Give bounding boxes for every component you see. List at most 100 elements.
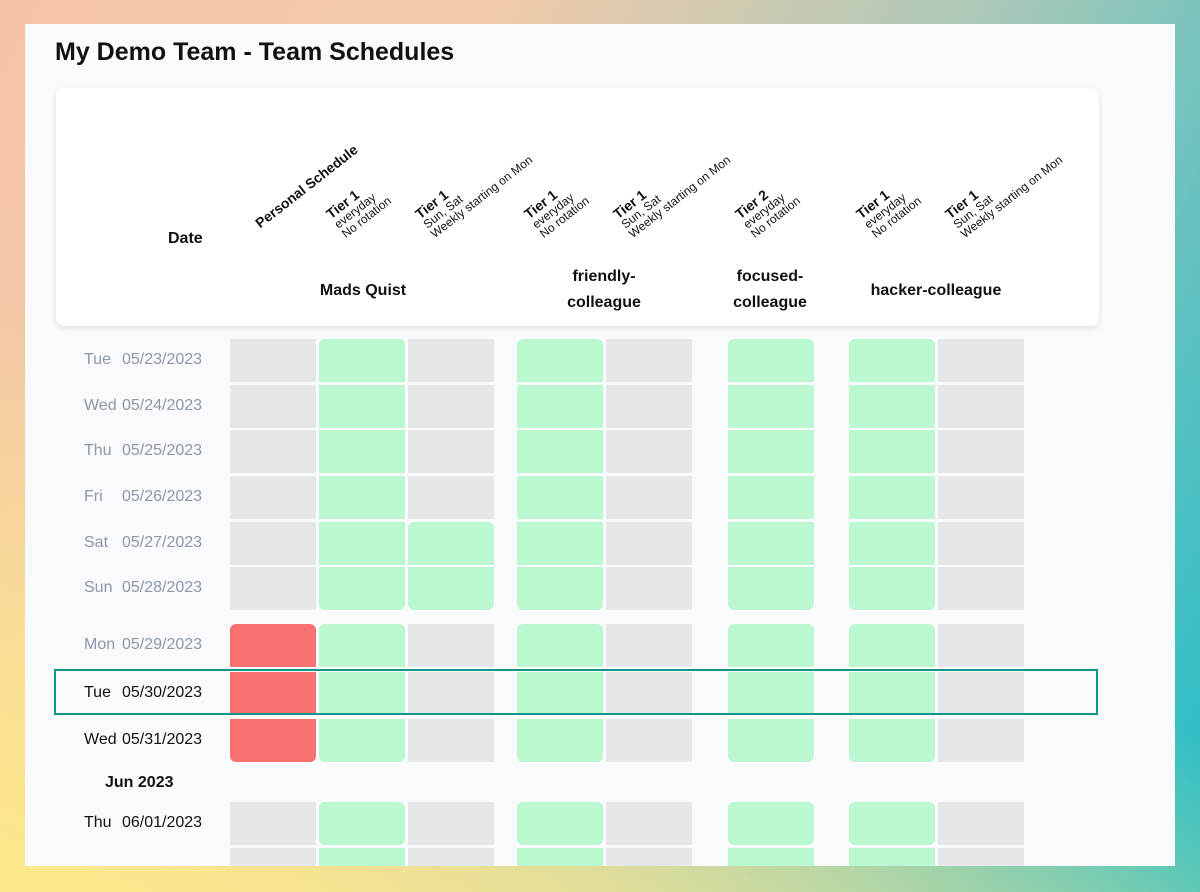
on-call-cell[interactable]	[517, 624, 603, 667]
schedule-cell[interactable]	[230, 567, 316, 610]
person-name: friendly-colleague	[567, 268, 641, 311]
date-value: 05/24/2023	[122, 397, 203, 414]
on-call-cell[interactable]	[517, 802, 603, 845]
on-call-cell[interactable]	[728, 339, 814, 382]
schedule-cell[interactable]	[938, 385, 1024, 428]
on-call-cell[interactable]	[517, 719, 603, 762]
on-call-cell[interactable]	[408, 522, 494, 565]
on-call-cell[interactable]	[319, 719, 405, 762]
schedule-cell[interactable]	[606, 385, 692, 428]
schedule-cell[interactable]	[230, 339, 316, 382]
schedule-cell[interactable]	[319, 848, 405, 866]
schedule-cell[interactable]	[938, 624, 1024, 667]
schedule-cell[interactable]	[606, 624, 692, 667]
schedule-cell[interactable]	[230, 430, 316, 473]
on-call-cell[interactable]	[408, 567, 494, 610]
on-call-cell[interactable]	[319, 339, 405, 382]
on-call-cell[interactable]	[319, 385, 405, 428]
schedule-cell[interactable]	[606, 719, 692, 762]
schedule-cell[interactable]	[606, 567, 692, 610]
schedule-cell[interactable]	[408, 719, 494, 762]
schedule-cell[interactable]	[517, 848, 603, 866]
schedule-cell[interactable]	[938, 567, 1024, 610]
absence-cell[interactable]	[230, 672, 316, 715]
on-call-cell[interactable]	[849, 672, 935, 715]
schedule-column-header: Tier 1 Sun, Sat Weekly starting on Mon	[942, 133, 1065, 241]
schedule-column-header: Tier 1 Sun, Sat Weekly starting on Mon	[610, 133, 733, 241]
schedule-cell[interactable]	[938, 522, 1024, 565]
on-call-cell[interactable]	[728, 385, 814, 428]
on-call-cell[interactable]	[728, 522, 814, 565]
on-call-cell[interactable]	[849, 385, 935, 428]
on-call-cell[interactable]	[517, 385, 603, 428]
schedule-cell[interactable]	[938, 719, 1024, 762]
schedule-cell[interactable]	[230, 848, 316, 866]
on-call-cell[interactable]	[728, 802, 814, 845]
on-call-cell[interactable]	[319, 430, 405, 473]
on-call-cell[interactable]	[728, 719, 814, 762]
schedule-cell[interactable]	[938, 848, 1024, 866]
on-call-cell[interactable]	[849, 476, 935, 519]
on-call-cell[interactable]	[319, 476, 405, 519]
schedule-cell[interactable]	[606, 672, 692, 715]
schedule-cell[interactable]	[408, 476, 494, 519]
absence-cell[interactable]	[230, 719, 316, 762]
person-name: focused-colleague	[733, 268, 807, 311]
schedule-cell[interactable]	[938, 672, 1024, 715]
on-call-cell[interactable]	[849, 719, 935, 762]
date-value: 05/23/2023	[122, 351, 203, 368]
schedule-cell[interactable]	[408, 848, 494, 866]
on-call-cell[interactable]	[319, 672, 405, 715]
schedule-cell[interactable]	[230, 476, 316, 519]
schedule-cell[interactable]	[230, 385, 316, 428]
on-call-cell[interactable]	[849, 802, 935, 845]
on-call-cell[interactable]	[517, 672, 603, 715]
schedule-cell[interactable]	[728, 848, 814, 866]
schedule-cell[interactable]	[408, 385, 494, 428]
schedule-cell[interactable]	[230, 802, 316, 845]
absence-cell[interactable]	[230, 624, 316, 667]
schedule-cell[interactable]	[938, 476, 1024, 519]
on-call-cell[interactable]	[728, 624, 814, 667]
schedule-cell[interactable]	[606, 522, 692, 565]
on-call-cell[interactable]	[849, 624, 935, 667]
weekday-label: Mon	[84, 636, 116, 653]
on-call-cell[interactable]	[319, 624, 405, 667]
on-call-cell[interactable]	[319, 522, 405, 565]
on-call-cell[interactable]	[517, 522, 603, 565]
on-call-cell[interactable]	[728, 567, 814, 610]
schedule-cell[interactable]	[408, 339, 494, 382]
schedule-cell[interactable]	[230, 522, 316, 565]
on-call-cell[interactable]	[849, 567, 935, 610]
on-call-cell[interactable]	[728, 476, 814, 519]
schedule-header: Date Personal Schedule Tier 1 everyday No r…	[56, 88, 1099, 326]
on-call-cell[interactable]	[517, 339, 603, 382]
schedule-cell[interactable]	[938, 430, 1024, 473]
schedule-cell[interactable]	[606, 802, 692, 845]
on-call-cell[interactable]	[517, 430, 603, 473]
on-call-cell[interactable]	[849, 339, 935, 382]
schedule-cell[interactable]	[408, 624, 494, 667]
weekday-label: Sun	[84, 579, 113, 596]
on-call-cell[interactable]	[849, 522, 935, 565]
schedule-cell[interactable]	[938, 339, 1024, 382]
on-call-cell[interactable]	[517, 567, 603, 610]
schedule-cell[interactable]	[606, 476, 692, 519]
on-call-cell[interactable]	[517, 476, 603, 519]
month-label: Jun 2023	[105, 774, 174, 791]
schedule-cell[interactable]	[408, 802, 494, 845]
schedule-cell[interactable]	[606, 430, 692, 473]
on-call-cell[interactable]	[728, 430, 814, 473]
schedule-cell[interactable]	[849, 848, 935, 866]
weekday-label: Wed	[84, 731, 117, 748]
on-call-cell[interactable]	[849, 430, 935, 473]
on-call-cell[interactable]	[319, 802, 405, 845]
schedule-cell[interactable]	[606, 848, 692, 866]
schedule-cell[interactable]	[408, 672, 494, 715]
schedule-cell[interactable]	[938, 802, 1024, 845]
date-value: 05/27/2023	[122, 534, 203, 551]
on-call-cell[interactable]	[319, 567, 405, 610]
schedule-cell[interactable]	[408, 430, 494, 473]
on-call-cell[interactable]	[728, 672, 814, 715]
schedule-cell[interactable]	[606, 339, 692, 382]
